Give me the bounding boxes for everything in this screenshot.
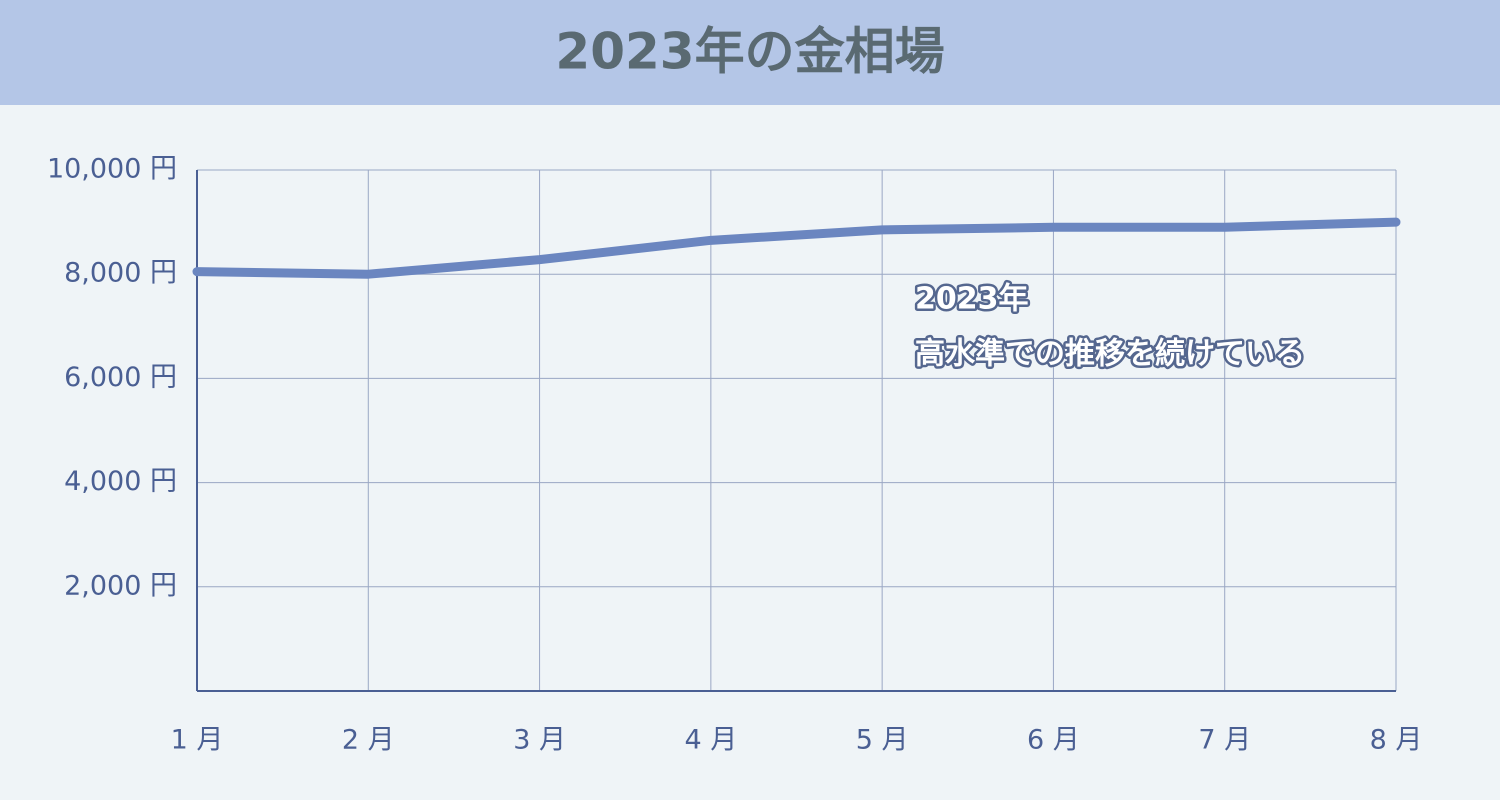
x-tick-label: 6 月: [1027, 725, 1080, 756]
x-tick-label: 3 月: [513, 725, 566, 756]
y-tick-label: 6,000 円: [64, 362, 177, 393]
x-tick-label: 7 月: [1198, 725, 1251, 756]
line-series: [192, 217, 1401, 279]
annotation: 2023年: [915, 282, 1029, 317]
x-tick-label: 8 月: [1370, 725, 1423, 756]
title-band: [0, 0, 1500, 105]
y-tick-label: 2,000 円: [64, 570, 177, 601]
x-tick-label: 1 月: [171, 725, 224, 756]
x-tick-label: 2 月: [342, 725, 395, 756]
y-tick-label: 10,000 円: [47, 154, 177, 185]
chart-title: 2023年の金相場: [555, 23, 944, 81]
x-tick-label: 5 月: [856, 725, 909, 756]
y-tick-label: 4,000 円: [64, 466, 177, 497]
x-tick-label: 4 月: [684, 725, 737, 756]
annotation: 高水準での推移を続けている: [915, 337, 1305, 372]
y-tick-label: 8,000 円: [64, 258, 177, 289]
